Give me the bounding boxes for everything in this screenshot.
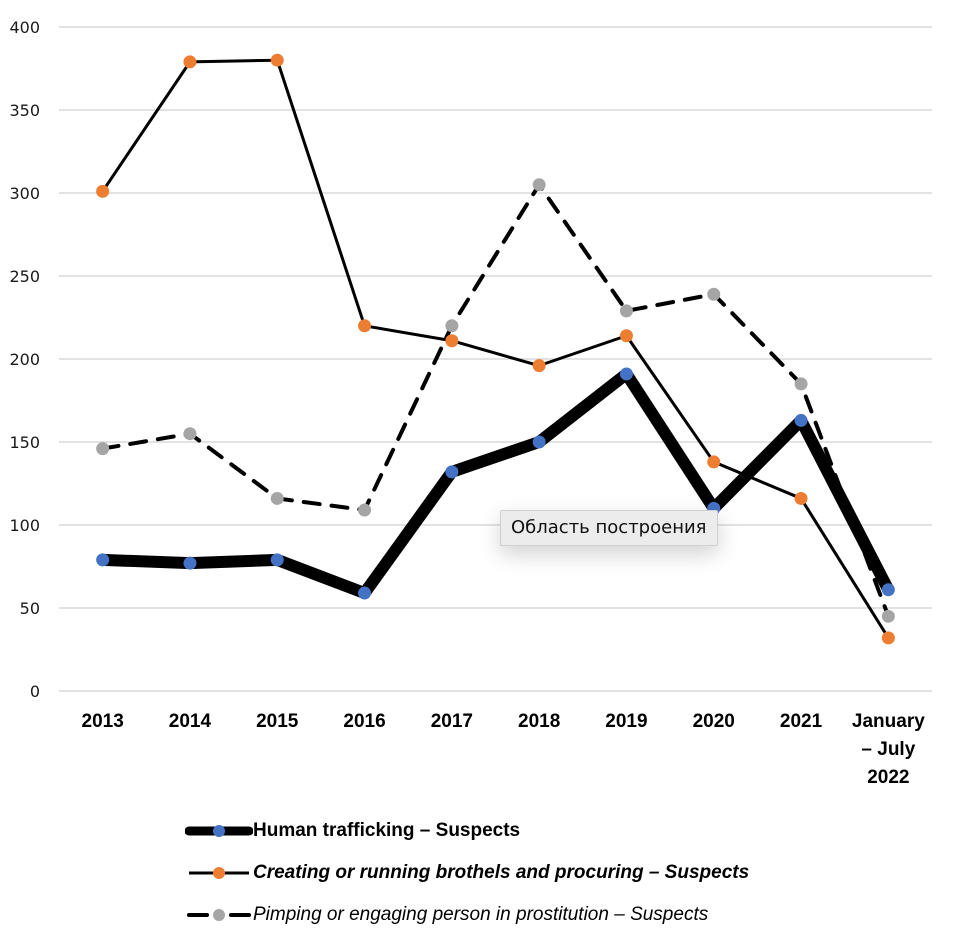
y-tick-label: 50 xyxy=(20,599,40,618)
x-tick-label: 2018 xyxy=(518,711,560,732)
data-point xyxy=(445,465,459,479)
series-line-1 xyxy=(101,58,890,639)
data-point xyxy=(619,329,633,343)
x-tick-label-line: 2018 xyxy=(518,711,560,732)
data-point xyxy=(619,304,633,318)
data-point xyxy=(96,553,110,567)
y-tick-label: 300 xyxy=(9,184,40,203)
data-point xyxy=(96,442,110,456)
x-tick-label: 2014 xyxy=(169,711,212,732)
legend-swatch-human-trafficking xyxy=(185,825,253,837)
x-tick-label-line: 2020 xyxy=(693,711,735,732)
data-point xyxy=(358,319,372,333)
data-point xyxy=(270,553,284,567)
data-point xyxy=(96,184,110,198)
x-tick-label-line: 2022 xyxy=(867,767,909,788)
x-tick-label-line: – July xyxy=(861,739,915,760)
y-tick-label: 100 xyxy=(9,516,40,535)
x-tick-label: 2015 xyxy=(256,711,299,732)
data-point xyxy=(358,503,372,517)
legend-item-pimping[interactable]: Pimping or engaging person in prostituti… xyxy=(185,894,825,936)
x-tick-label-line: January xyxy=(852,711,925,732)
series-markers xyxy=(96,53,895,645)
data-point xyxy=(183,55,197,69)
series-lines xyxy=(96,58,895,639)
x-tick-label-line: 2013 xyxy=(82,711,124,732)
data-point xyxy=(881,583,895,597)
y-tick-label: 400 xyxy=(9,18,40,37)
legend-item-brothels[interactable]: Creating or running brothels and procuri… xyxy=(185,852,825,894)
data-point xyxy=(881,609,895,623)
x-tick-label-line: 2019 xyxy=(605,711,647,732)
legend-swatch-brothels xyxy=(189,867,249,879)
data-point xyxy=(619,367,633,381)
data-point xyxy=(270,53,284,67)
series-line-2 xyxy=(100,182,891,619)
x-axis-ticks: 2013 2014 2015 2016 2017 2018 2019 2020 2021 Janu… xyxy=(82,711,926,788)
data-point xyxy=(794,413,808,427)
x-tick-label: 2021 xyxy=(780,711,823,732)
x-tick-label-line: 2015 xyxy=(256,711,299,732)
y-tick-label: 150 xyxy=(9,433,40,452)
data-point xyxy=(707,455,721,469)
data-point xyxy=(794,377,808,391)
data-point xyxy=(358,586,372,600)
legend-swatch-pimping xyxy=(187,909,251,921)
data-point xyxy=(707,287,721,301)
data-point xyxy=(794,491,808,505)
legend: Human trafficking – Suspects Creating or… xyxy=(185,810,825,936)
data-point xyxy=(445,334,459,348)
data-point xyxy=(532,178,546,192)
legend-label: Pimping or engaging person in prostituti… xyxy=(253,904,709,925)
data-point xyxy=(532,359,546,373)
data-point xyxy=(183,427,197,441)
series-line-0 xyxy=(96,367,895,600)
legend-label: Creating or running brothels and procuri… xyxy=(253,862,750,883)
y-tick-label: 250 xyxy=(9,267,40,286)
data-point xyxy=(532,435,546,449)
y-tick-label: 0 xyxy=(30,682,40,701)
x-tick-label-line: 2014 xyxy=(169,711,212,732)
x-tick-label: 2017 xyxy=(431,711,473,732)
data-point xyxy=(270,491,284,505)
x-tick-label-line: 2016 xyxy=(343,711,385,732)
data-point xyxy=(881,631,895,645)
legend-label: Human trafficking – Suspects xyxy=(253,820,521,841)
x-tick-label-line: 2017 xyxy=(431,711,473,732)
x-tick-label: 2016 xyxy=(343,711,385,732)
x-tick-label: 2019 xyxy=(605,711,647,732)
legend-item-human-trafficking[interactable]: Human trafficking – Suspects xyxy=(185,810,825,852)
x-tick-label: 2020 xyxy=(693,711,735,732)
data-point xyxy=(183,556,197,570)
plot-area-tooltip: Область построения xyxy=(500,510,718,546)
y-tick-label: 350 xyxy=(9,101,40,120)
y-axis-ticks: 0 50 100 150 200 250 300 350 400 xyxy=(9,18,40,701)
gridlines xyxy=(59,26,932,692)
x-tick-label: January – July 2022 xyxy=(852,711,925,788)
data-point xyxy=(445,319,459,333)
x-tick-label: 2013 xyxy=(82,711,124,732)
x-tick-label-line: 2021 xyxy=(780,711,823,732)
y-tick-label: 200 xyxy=(9,350,40,369)
